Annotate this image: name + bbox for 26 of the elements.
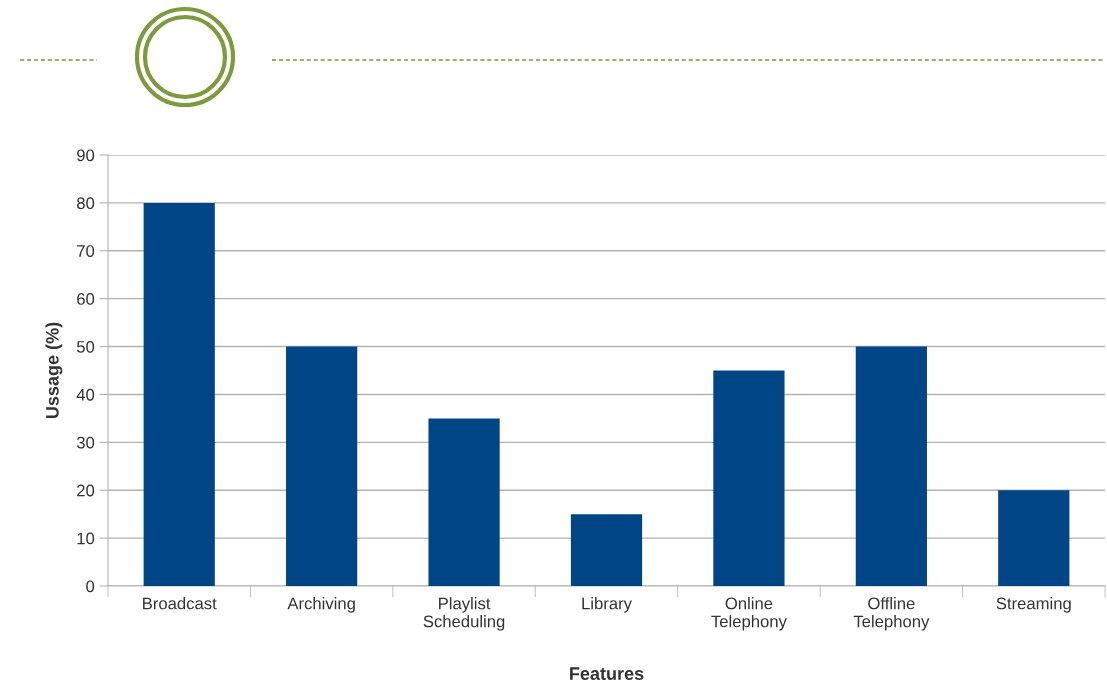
bar	[855, 346, 927, 586]
bar	[713, 370, 785, 586]
y-tick-label: 0	[86, 580, 95, 593]
bar	[143, 202, 215, 586]
y-tick-label: 90	[77, 149, 95, 162]
x-tick-label: Playlist Scheduling	[423, 597, 505, 631]
bar	[286, 346, 358, 586]
x-tick-label: Archiving	[287, 597, 355, 613]
x-tick-label: Offline Telephony	[853, 597, 930, 631]
y-tick-label: 60	[77, 293, 95, 305]
y-tick-label: 20	[77, 484, 95, 497]
y-tick-label: 80	[76, 197, 95, 210]
bar	[570, 514, 643, 586]
x-axis-title: Features	[570, 667, 644, 680]
y-tick-label: 40	[76, 388, 95, 401]
x-tick-label: Library	[582, 597, 632, 613]
x-tick-label: Online Telephony	[711, 597, 787, 631]
y-tick-label: 50	[76, 340, 95, 353]
bar	[428, 418, 500, 586]
y-axis-title: Ussage (%)	[45, 322, 63, 419]
x-tick-label: Broadcast	[143, 597, 217, 610]
y-tick-label: 10	[77, 532, 95, 545]
bar	[998, 490, 1070, 586]
y-tick-label: 30	[76, 436, 95, 449]
y-tick-label: 70	[77, 245, 95, 257]
x-tick-label: Streaming	[996, 597, 1071, 613]
